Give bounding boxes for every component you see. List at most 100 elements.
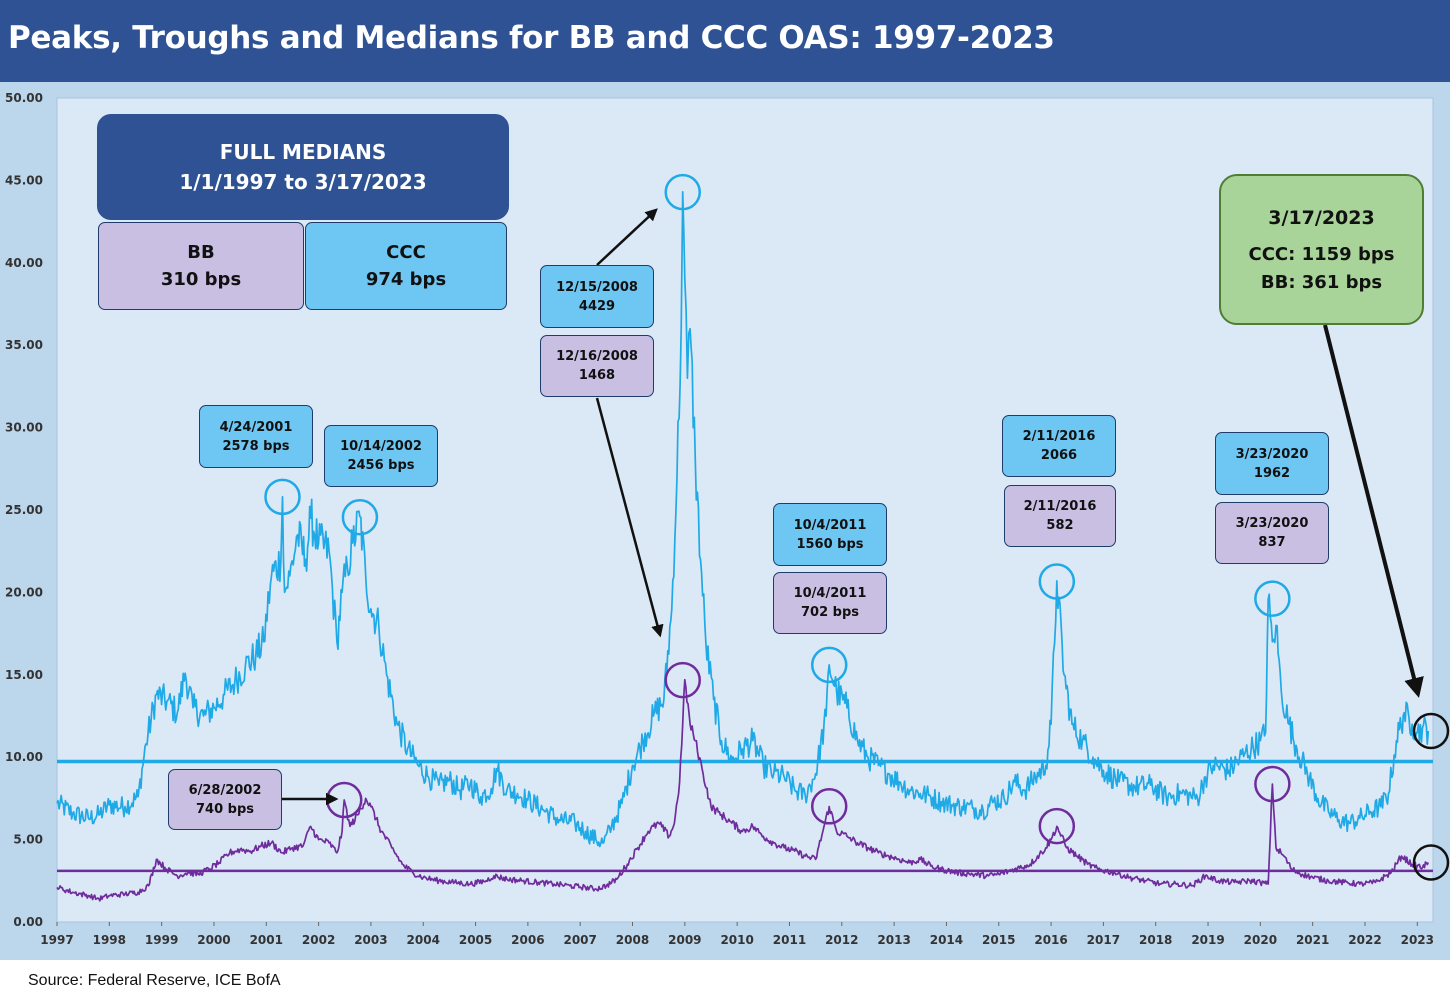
full-medians-range: 1/1/1997 to 3/17/2023	[179, 170, 427, 194]
bb-marker-circle	[1038, 807, 1076, 845]
ccc-peak-2002-value: 2456 bps	[347, 458, 415, 473]
bb-marker-circle	[1254, 765, 1291, 803]
y-tick-label: 40.00	[5, 256, 43, 270]
bb-median-box: BB 310 bps	[98, 222, 304, 310]
bb-peak-2002-value: 740 bps	[195, 801, 254, 817]
x-tick-label: 2001	[250, 933, 283, 947]
ccc-marker-circle	[264, 478, 301, 516]
ccc-peak-2011-label: 10/4/2011 1560 bps	[773, 503, 887, 566]
x-tick-label: 1997	[40, 933, 73, 947]
ccc-peak-2020-value: 1962	[1253, 465, 1291, 481]
x-tick-label: 2007	[563, 933, 596, 947]
ccc-peak-2016-date: 2/11/2016	[1022, 429, 1096, 444]
x-tick-label: 2012	[825, 933, 858, 947]
y-tick-label: 25.00	[5, 503, 43, 517]
ccc-median-label: CCC	[386, 242, 426, 263]
latest-marker-circle	[1412, 712, 1450, 750]
y-tick-label: 10.00	[5, 750, 43, 764]
page-title: Peaks, Troughs and Medians for BB and CC…	[8, 20, 1055, 56]
ccc-peak-2002-date: 10/14/2002	[340, 439, 422, 454]
bb-2008-arrow	[595, 397, 664, 638]
y-tick-label: 50.00	[5, 91, 43, 105]
x-tick-label: 2018	[1139, 933, 1172, 947]
bb-peak-2011-label: 10/4/2011 702 bps	[773, 572, 887, 634]
x-tick-label: 2000	[197, 933, 230, 947]
x-tick-label: 2011	[773, 933, 806, 947]
bb-peak-2016-value: 582	[1046, 518, 1074, 533]
y-tick-label: 15.00	[5, 668, 43, 682]
x-tick-label: 2015	[982, 933, 1015, 947]
bb-marker-circle	[664, 661, 701, 699]
bb-peak-2016-label: 2/11/2016 582	[1004, 485, 1116, 547]
x-tick-label: 2022	[1348, 933, 1381, 947]
bb-peak-2008-label: 12/16/2008 1468	[540, 335, 654, 397]
ccc-median-box: CCC 974 bps	[305, 222, 507, 310]
x-tick-label: 2008	[616, 933, 649, 947]
bb-oas-line	[56, 678, 1430, 902]
ccc-peak-2008-value: 4429	[578, 298, 616, 314]
x-tick-label: 2002	[302, 933, 335, 947]
y-tick-label: 35.00	[5, 338, 43, 352]
ccc-marker-circle	[1038, 563, 1076, 600]
bb-peak-2020-date: 3/23/2020	[1235, 516, 1309, 531]
x-tick-label: 2017	[1087, 933, 1120, 947]
latest-ccc-value: CCC: 1159 bps	[1248, 243, 1395, 265]
x-tick-label: 2014	[930, 933, 963, 947]
full-medians-header: FULL MEDIANS 1/1/1997 to 3/17/2023	[97, 114, 509, 220]
ccc-peak-2011-date: 10/4/2011	[793, 517, 867, 533]
bb-peak-2020-value: 837	[1258, 535, 1286, 550]
x-tick-label: 2005	[459, 933, 492, 947]
x-tick-label: 1998	[93, 933, 126, 947]
ccc-peak-2020-date: 3/23/2020	[1235, 446, 1309, 462]
bb-peak-2020-label: 3/23/2020 837	[1215, 502, 1329, 564]
x-tick-label: 2003	[354, 933, 387, 947]
y-tick-label: 5.00	[13, 833, 43, 847]
ccc-marker-circle	[1254, 580, 1291, 617]
bb-median-value: 310 bps	[160, 269, 242, 290]
ccc-peak-2016-label: 2/11/2016 2066	[1002, 415, 1116, 477]
y-tick-label: 30.00	[5, 421, 43, 435]
bb-median-label: BB	[187, 242, 215, 263]
ccc-oas-line	[56, 191, 1430, 848]
ccc-peak-2008-label: 12/15/2008 4429	[540, 265, 654, 328]
ccc-marker-circle	[341, 499, 379, 536]
ccc-peak-2001-label: 4/24/2001 2578 bps	[199, 405, 313, 468]
latest-marker-circle	[1412, 844, 1450, 881]
bb-peak-2008-value: 1468	[578, 368, 616, 383]
ccc-peak-2016-value: 2066	[1040, 448, 1078, 463]
x-tick-label: 2010	[720, 933, 753, 947]
x-tick-label: 2019	[1191, 933, 1224, 947]
ccc-marker-circle	[810, 646, 848, 684]
y-tick-label: 0.00	[13, 915, 43, 929]
full-medians-title: FULL MEDIANS	[219, 140, 387, 164]
ccc-peak-2002-label: 10/14/2002 2456 bps	[324, 425, 438, 487]
bb-peak-2016-date: 2/11/2016	[1023, 499, 1097, 514]
y-tick-label: 20.00	[5, 585, 43, 599]
ccc-median-value: 974 bps	[365, 269, 447, 290]
bb-peak-2002-date: 6/28/2002	[188, 782, 262, 798]
x-tick-label: 2023	[1401, 933, 1434, 947]
y-tick-label: 45.00	[5, 173, 43, 187]
ccc-peak-2020-label: 3/23/2020 1962	[1215, 432, 1329, 495]
bb-peak-2008-date: 12/16/2008	[556, 349, 638, 364]
latest-date: 3/17/2023	[1268, 206, 1375, 229]
x-tick-label: 2021	[1296, 933, 1329, 947]
ccc-peak-2001-date: 4/24/2001	[219, 419, 293, 435]
ccc-peak-2001-value: 2578 bps	[222, 438, 290, 454]
x-tick-label: 2009	[668, 933, 701, 947]
ccc-2008-arrow	[596, 208, 658, 266]
header-bar: Peaks, Troughs and Medians for BB and CC…	[0, 0, 1450, 82]
latest-bb-value: BB: 361 bps	[1260, 271, 1383, 293]
x-tick-label: 2006	[511, 933, 544, 947]
footer	[0, 960, 1450, 1000]
x-tick-label: 2016	[1034, 933, 1067, 947]
latest-values-box: 3/17/2023 CCC: 1159 bps BB: 361 bps	[1219, 174, 1424, 325]
bb-peak-2011-date: 10/4/2011	[793, 586, 867, 601]
x-tick-label: 2020	[1244, 933, 1277, 947]
x-tick-label: 2004	[407, 933, 440, 947]
bb-marker-circle	[810, 788, 848, 825]
bb-peak-2011-value: 702 bps	[800, 605, 859, 620]
ccc-marker-circle	[664, 173, 701, 211]
x-tick-label: 1999	[145, 933, 178, 947]
source-note: Source: Federal Reserve, ICE BofA	[28, 972, 281, 989]
